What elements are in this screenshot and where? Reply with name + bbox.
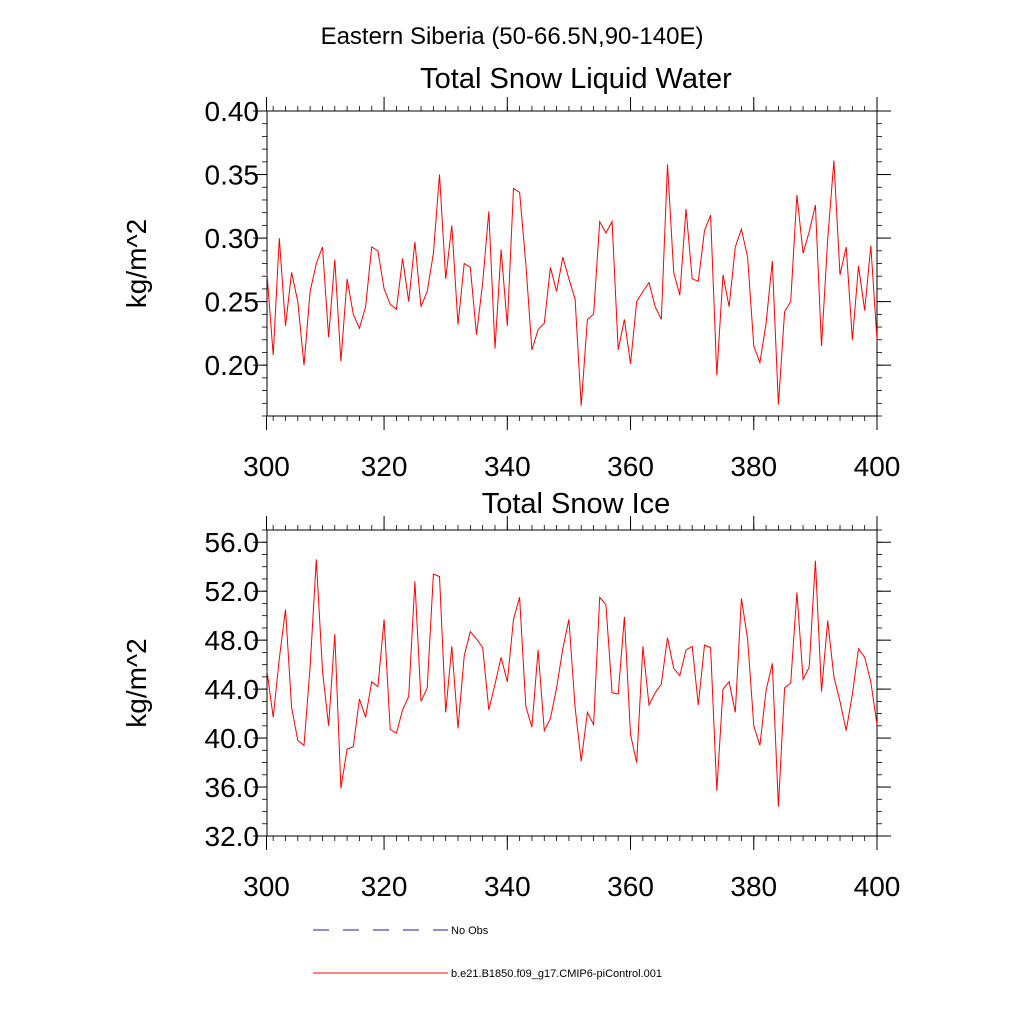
chart1-snow-ice-title: Total Snow Ice (482, 488, 671, 520)
chart0-liquid-water-ytick-label: 0.30 (205, 223, 260, 254)
chart1-snow-ice-xtick-label: 300 (243, 871, 290, 902)
chart0-liquid-water-title: Total Snow Liquid Water (420, 63, 732, 95)
chart1-snow-ice-xtick-label: 400 (854, 871, 901, 902)
chart0-liquid-water-xtick-label: 300 (243, 451, 290, 482)
legend-label-no-obs: No Obs (451, 925, 489, 937)
chart0-liquid-water-xtick-label: 320 (361, 451, 408, 482)
chart1-snow-ice-ylabel: kg/m^2 (121, 638, 152, 727)
legend: No Obs b.e21.B1850.f09_g17.CMIP6-piContr… (313, 925, 662, 980)
chart1-snow-ice-ytick-label: 44.0 (205, 674, 260, 705)
chart1-snow-ice-series-line-0 (266, 559, 878, 807)
chart0-liquid-water-ytick-label: 0.25 (205, 287, 260, 318)
chart1-snow-ice-xtick-label: 340 (484, 871, 531, 902)
chart0-liquid-water-xtick-label: 340 (484, 451, 531, 482)
figure-suptitle: Eastern Siberia (50-66.5N,90-140E) (321, 23, 704, 50)
chart0-liquid-water-xtick-label: 360 (607, 451, 654, 482)
chart1-snow-ice-xtick-label: 380 (730, 871, 777, 902)
chart1-snow-ice-ytick-label: 36.0 (205, 772, 260, 803)
chart1-snow-ice-plot-frame (266, 529, 878, 837)
chart0-liquid-water-ytick-label: 0.40 (205, 96, 260, 127)
chart1-snow-ice-ytick-label: 48.0 (205, 625, 260, 656)
chart0-liquid-water-ytick-label: 0.20 (205, 350, 260, 381)
chart1-snow-ice-ytick-label: 52.0 (205, 576, 260, 607)
chart1-snow-ice-xtick-label: 320 (361, 871, 408, 902)
chart1-snow-ice-ytick-label: 40.0 (205, 723, 260, 754)
legend-label-model: b.e21.B1850.f09_g17.CMIP6-piControl.001 (451, 968, 662, 980)
chart0-liquid-water-xtick-label: 400 (854, 451, 901, 482)
chart1-snow-ice-ytick-label: 32.0 (205, 821, 260, 852)
chart0-liquid-water-plot-frame (266, 110, 878, 417)
chart0-liquid-water-series-line-0 (266, 160, 878, 406)
chart1-snow-ice-ytick-label: 56.0 (205, 527, 260, 558)
chart1-snow-ice-xtick-label: 360 (607, 871, 654, 902)
chart0-liquid-water-ytick-label: 0.35 (205, 160, 260, 191)
chart0-liquid-water-ylabel: kg/m^2 (121, 219, 152, 308)
chart0-liquid-water-xtick-label: 380 (730, 451, 777, 482)
